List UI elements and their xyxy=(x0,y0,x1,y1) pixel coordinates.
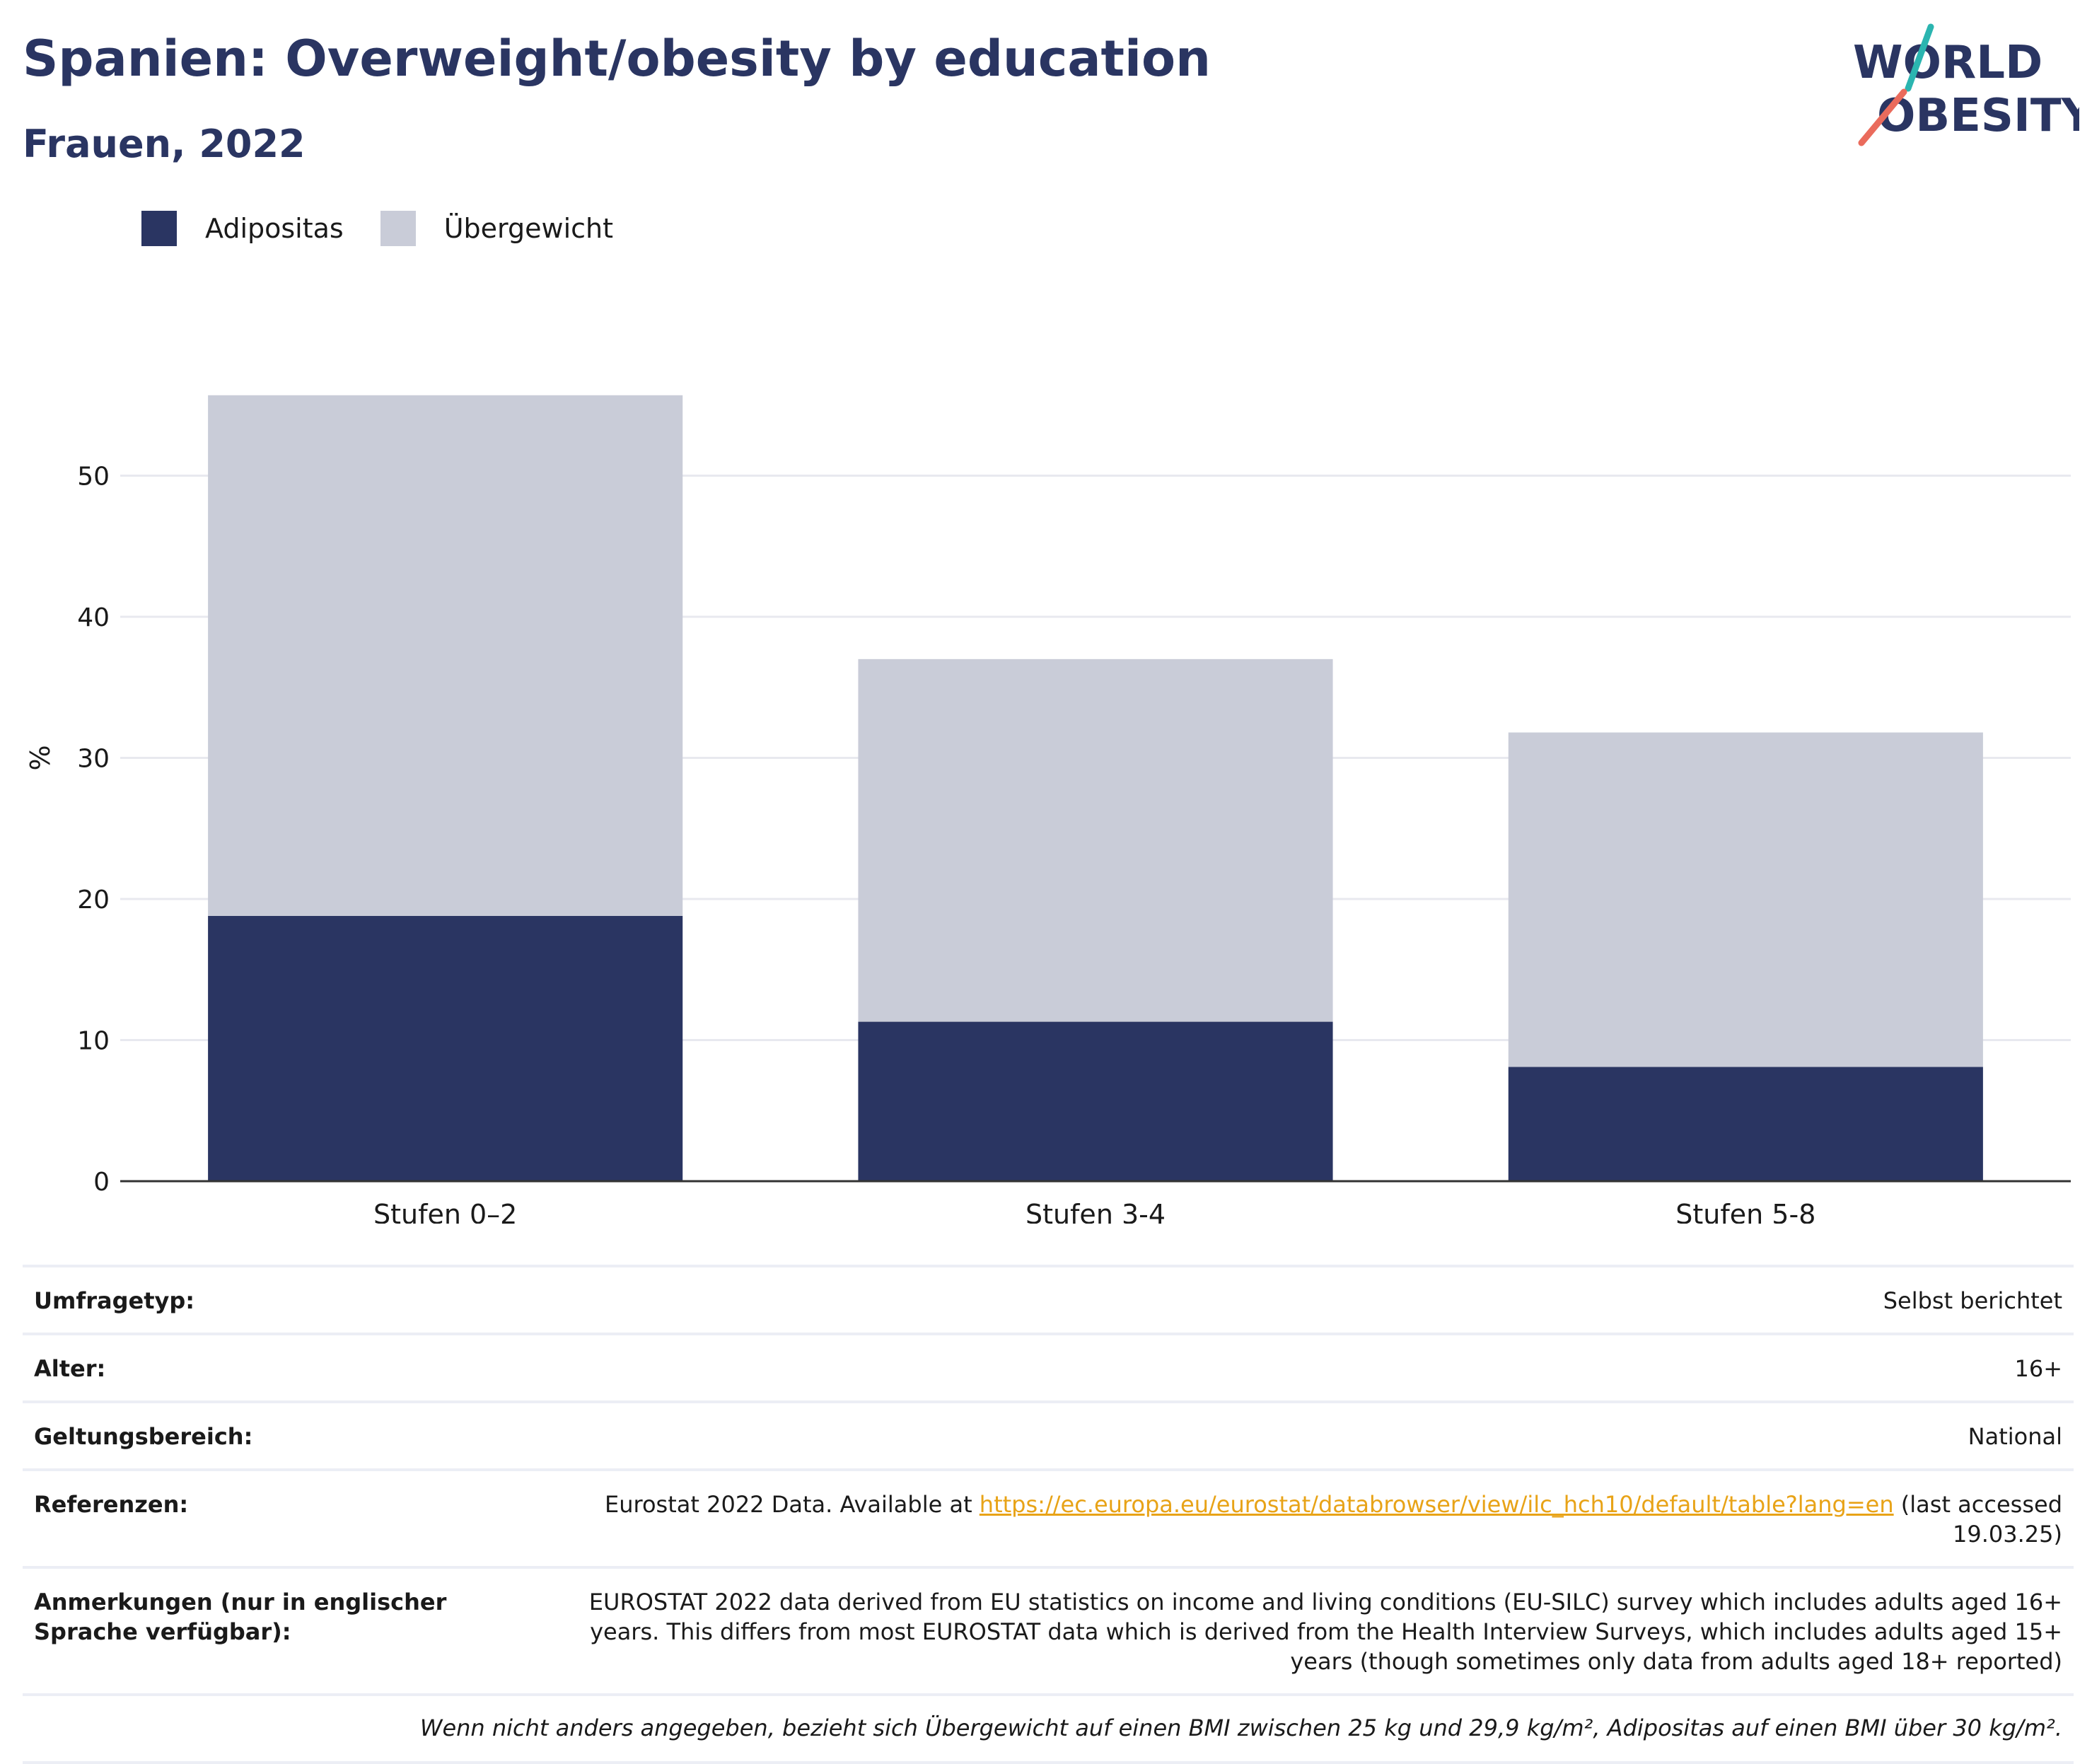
logo-line2: OBESITY xyxy=(1877,90,2079,142)
meta-value: EUROSTAT 2022 data derived from EU stati… xyxy=(588,1589,2062,1675)
legend-swatch-obesity xyxy=(141,211,177,246)
y-tick-label: 10 xyxy=(77,1027,110,1056)
x-tick-label: Stufen 0–2 xyxy=(373,1199,517,1224)
logo-accent-coral xyxy=(1858,88,1907,146)
meta-value: Eurostat 2022 Data. Available at https:/… xyxy=(543,1490,2062,1549)
y-tick-label: 50 xyxy=(77,463,110,492)
meta-label: Referenzen: xyxy=(34,1491,189,1518)
world-obesity-logo: WORLD OBESITY xyxy=(1853,23,2079,146)
meta-row-survey-type: Umfragetyp: Selbst berichtet xyxy=(23,1265,2074,1333)
meta-value: National xyxy=(1968,1423,2062,1450)
meta-label: Geltungsbereich: xyxy=(34,1423,253,1450)
page-subtitle: Frauen, 2022 xyxy=(23,122,306,166)
legend-swatch-overweight xyxy=(380,211,416,246)
references-suffix: (last accessed 19.03.25) xyxy=(1893,1491,2062,1548)
y-axis-label: % xyxy=(25,745,56,770)
y-tick-label: 0 xyxy=(93,1168,110,1197)
meta-row-age: Alter: 16+ xyxy=(23,1333,2074,1400)
meta-label: Umfragetyp: xyxy=(34,1287,195,1314)
meta-label: Alter: xyxy=(34,1355,106,1382)
x-tick-label: Stufen 5-8 xyxy=(1675,1199,1815,1224)
logo-accent-teal xyxy=(1905,23,1934,92)
stacked-bar-chart: 0 10 20 30 40 50% Stufen 0–2 Stufen 3-4 Stufen 5… xyxy=(25,395,2071,1224)
y-tick-label: 40 xyxy=(77,603,110,632)
references-link[interactable]: https://ec.europa.eu/eurostat/databrowse… xyxy=(979,1491,1894,1518)
legend-label-overweight: Übergewicht xyxy=(443,213,613,244)
bar-obesity xyxy=(1508,1067,1983,1181)
legend-item-overweight[interactable]: Übergewicht xyxy=(380,211,613,246)
bar-overweight xyxy=(208,395,683,916)
meta-row-scope: Geltungsbereich: National xyxy=(23,1400,2074,1468)
meta-row-notes: Anmerkungen (nur in englischer Sprache v… xyxy=(23,1566,2074,1693)
chart-legend: Adipositas Übergewicht xyxy=(141,211,650,246)
page-title: Spanien: Overweight/obesity by education xyxy=(23,30,1211,88)
meta-value: 16+ xyxy=(2014,1355,2062,1382)
legend-item-obesity[interactable]: Adipositas xyxy=(141,211,344,246)
bmi-footnote: Wenn nicht anders angegeben, bezieht sic… xyxy=(23,1693,2074,1764)
bar-overweight xyxy=(1508,732,1983,1067)
references-prefix: Eurostat 2022 Data. Available at xyxy=(605,1491,980,1518)
y-tick-label: 30 xyxy=(77,745,110,774)
bar-overweight xyxy=(858,658,1333,1022)
metadata-table: Umfragetyp: Selbst berichtet Alter: 16+ … xyxy=(23,1265,2074,1764)
meta-label: Anmerkungen (nur in englischer Sprache v… xyxy=(34,1589,447,1645)
logo-line1: WORLD xyxy=(1853,37,2042,89)
meta-row-references: Referenzen: Eurostat 2022 Data. Availabl… xyxy=(23,1468,2074,1566)
meta-value: Selbst berichtet xyxy=(1883,1287,2062,1314)
bar-obesity xyxy=(208,915,683,1181)
y-tick-label: 20 xyxy=(77,886,110,915)
x-tick-label: Stufen 3-4 xyxy=(1025,1199,1166,1224)
bar-obesity xyxy=(858,1021,1333,1181)
legend-label-obesity: Adipositas xyxy=(205,213,344,244)
